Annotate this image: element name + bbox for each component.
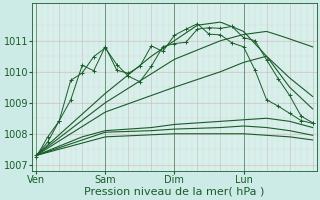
X-axis label: Pression niveau de la mer( hPa ): Pression niveau de la mer( hPa ): [84, 187, 265, 197]
